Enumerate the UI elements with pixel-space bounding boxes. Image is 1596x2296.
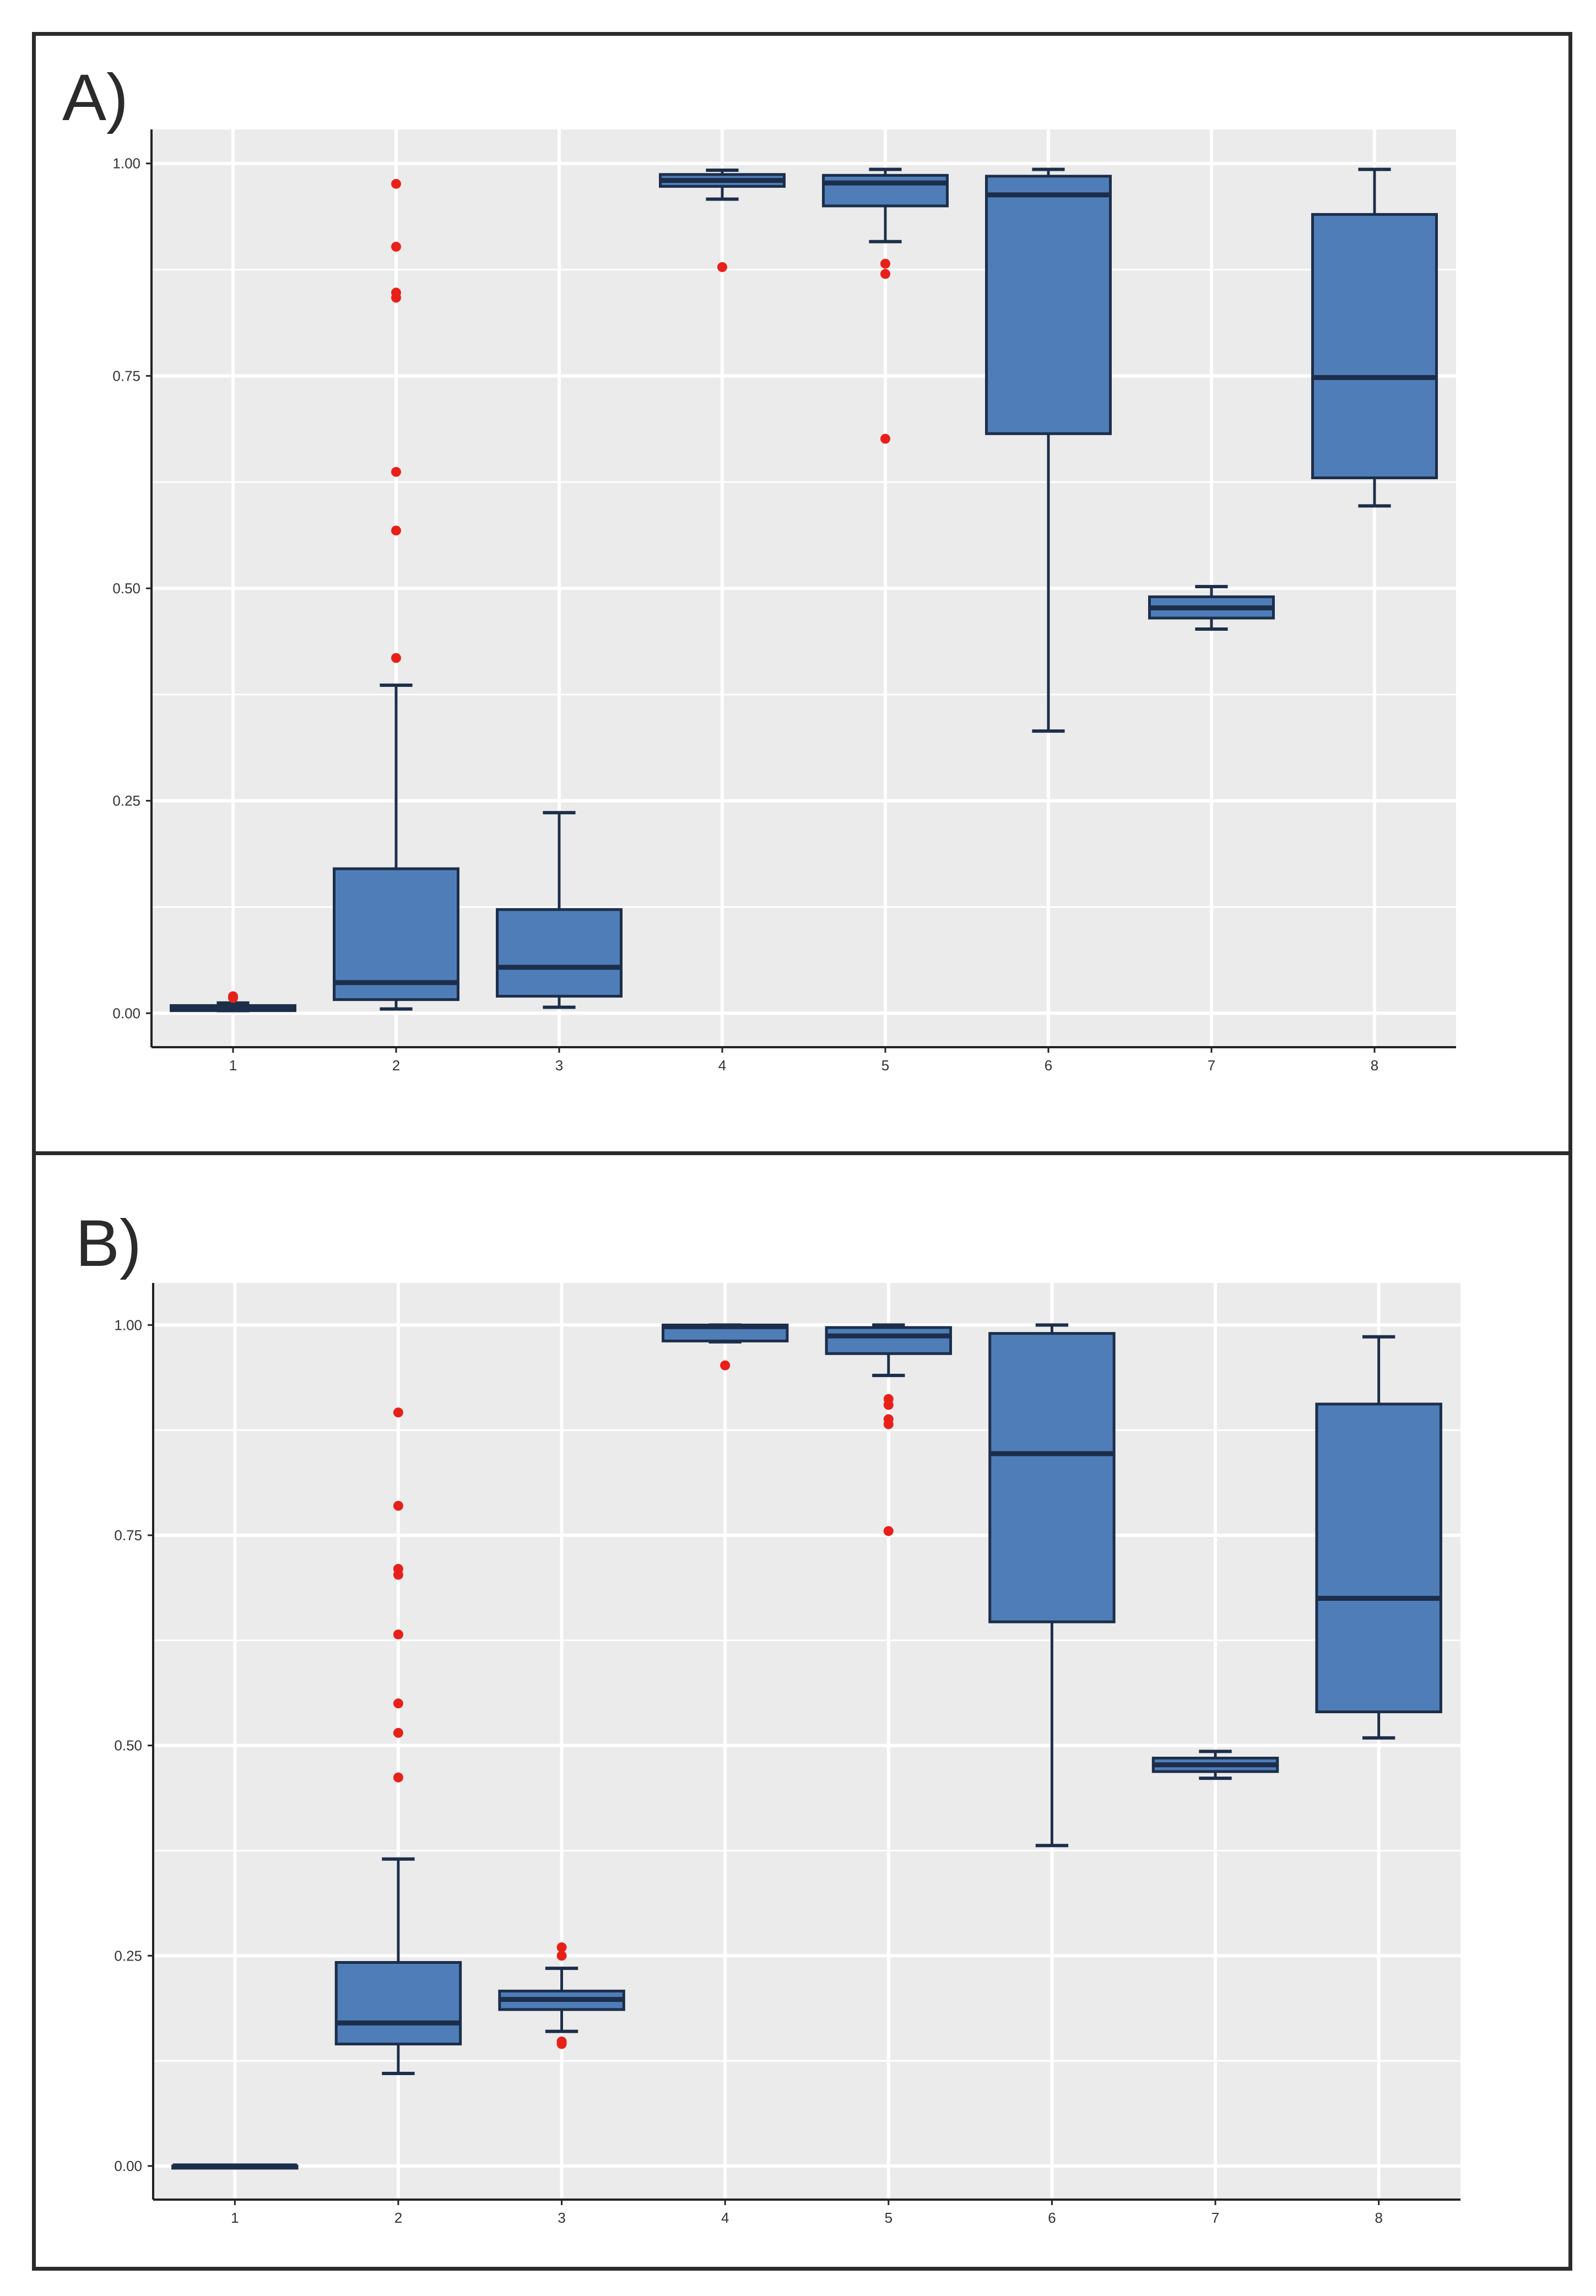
x-tick-label: 1 <box>231 2210 239 2226</box>
outlier-point <box>228 991 238 1001</box>
outlier-point <box>393 1728 403 1738</box>
box-8 <box>1315 1402 1442 1714</box>
outlier-point <box>393 1564 403 1574</box>
outlier-point <box>883 1526 894 1536</box>
outlier-point <box>391 288 401 298</box>
outlier-point <box>391 467 401 477</box>
x-tick-label: 3 <box>555 1057 563 1074</box>
y-tick-label: 0.00 <box>114 2158 142 2174</box>
y-tick-label: 0.75 <box>114 1527 142 1544</box>
y-tick-label: 0.50 <box>114 1737 142 1754</box>
outlier-point <box>391 178 401 189</box>
x-tick-label: 4 <box>721 2210 729 2226</box>
x-tick-label: 8 <box>1375 2210 1382 2226</box>
x-tick-label: 5 <box>881 1057 889 1074</box>
x-tick-label: 2 <box>394 2210 402 2226</box>
outlier-point <box>393 1501 403 1511</box>
outlier-point <box>556 2036 567 2046</box>
x-tick-label: 7 <box>1211 2210 1219 2226</box>
x-tick-label: 4 <box>718 1057 726 1074</box>
box-2 <box>333 867 459 1001</box>
x-tick-label: 5 <box>885 2210 892 2226</box>
x-tick-label: 7 <box>1208 1057 1215 1074</box>
y-tick-label: 0.25 <box>114 1947 142 1964</box>
outlier-point <box>391 241 401 252</box>
outlier-point <box>393 1407 403 1418</box>
y-tick-label: 1.00 <box>114 1317 142 1333</box>
x-tick-label: 1 <box>229 1057 237 1074</box>
outlier-point <box>717 262 727 272</box>
outlier-point <box>393 1698 403 1709</box>
y-tick-label: 1.00 <box>112 155 140 172</box>
outlier-point <box>393 1629 403 1640</box>
panel-label: A) <box>62 61 128 134</box>
plot-background <box>153 1283 1460 2200</box>
panel-label: B) <box>75 1206 142 1280</box>
box-3 <box>496 908 623 998</box>
outlier-point <box>391 653 401 663</box>
outlier-point <box>391 526 401 536</box>
box-8 <box>1311 213 1438 479</box>
panel-a: A) 0.00 0.25 0.50 0.75 1.00 1 2 3 4 5 6 7 8 <box>32 32 1572 1161</box>
outlier-point <box>556 1942 567 1953</box>
outlier-point <box>880 434 890 444</box>
x-tick-label: 6 <box>1048 2210 1056 2226</box>
outlier-point <box>883 1414 894 1425</box>
x-tick-label: 3 <box>558 2210 565 2226</box>
outlier-point <box>556 1951 567 1961</box>
boxplot-a: 0.00 0.25 0.50 0.75 1.00 1 2 3 4 5 6 7 8 <box>112 129 1456 1074</box>
box-6 <box>988 1332 1116 1623</box>
boxplot-b: 0.00 0.25 0.50 0.75 1.00 1 2 3 4 5 6 7 8 <box>114 1283 1460 2226</box>
box-5 <box>825 1326 953 1355</box>
panel-b: B) 0.00 0.25 0.50 0.75 1.00 1 2 3 4 5 6 7 8 <box>32 1151 1572 2271</box>
x-tick-label: 8 <box>1371 1057 1378 1074</box>
outlier-point <box>880 258 890 269</box>
box-5 <box>822 174 949 208</box>
outlier-point <box>720 1360 731 1371</box>
outlier-point <box>880 269 890 279</box>
outlier-point <box>393 1772 403 1783</box>
x-tick-label: 2 <box>392 1057 400 1074</box>
x-tick-label: 6 <box>1045 1057 1052 1074</box>
outlier-point <box>883 1394 894 1404</box>
y-tick-label: 0.75 <box>112 367 140 384</box>
box-2 <box>334 1961 462 2046</box>
y-tick-label: 0.00 <box>112 1005 140 1021</box>
y-tick-label: 0.25 <box>112 793 140 809</box>
y-tick-label: 0.50 <box>112 580 140 597</box>
box-6 <box>985 175 1112 435</box>
